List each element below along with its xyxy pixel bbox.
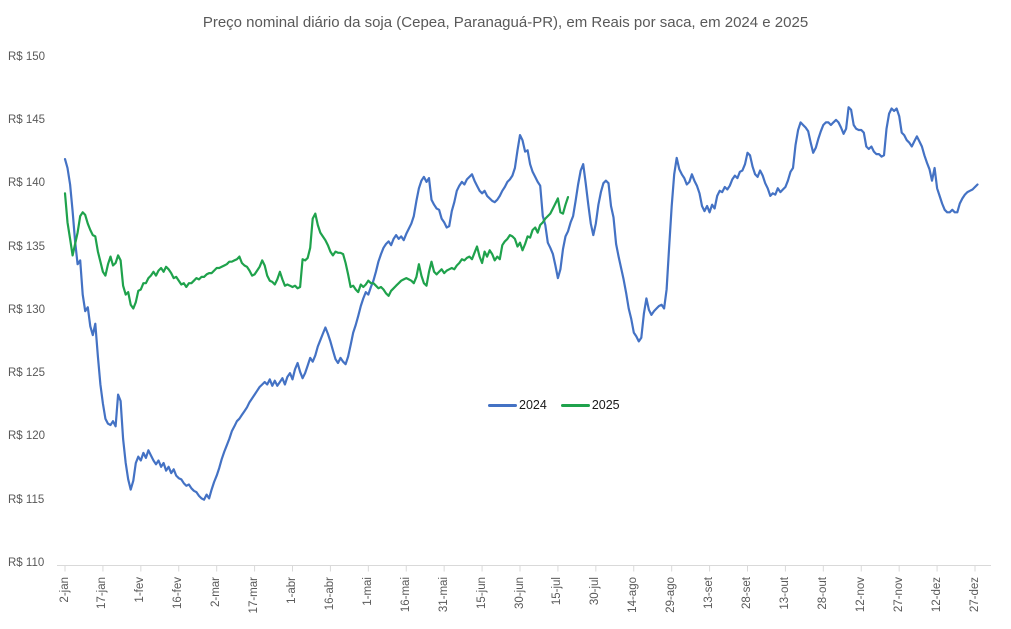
x-tick-label: 1-mai — [361, 577, 374, 606]
x-tick-label: 27-nov — [892, 577, 905, 613]
x-tick-label: 12-nov — [854, 577, 867, 613]
x-tick-label: 30-jul — [589, 577, 602, 606]
x-tick-label: 17-jan — [96, 577, 109, 609]
x-tick-label: 2-mar — [210, 577, 223, 608]
y-tick-label: R$ 130 — [8, 303, 46, 316]
y-tick-label: R$ 110 — [8, 557, 45, 569]
y-tick-label: R$ 135 — [8, 240, 46, 253]
y-tick-label: R$ 140 — [8, 177, 46, 190]
y-tick-label: R$ 145 — [8, 113, 46, 126]
x-tick-label: 12-dez — [930, 577, 943, 613]
x-tick-label: 15-jul — [551, 577, 564, 606]
legend-label-2025: 2025 — [591, 398, 620, 412]
series-2024-line — [63, 106, 979, 501]
x-tick-label: 1-fev — [134, 577, 147, 603]
x-tick-label: 1-abr — [286, 577, 298, 604]
x-tick-label: 13-set — [703, 577, 716, 609]
x-tick-label: 15-jun — [475, 577, 488, 609]
x-tick-label: 27-dez — [968, 577, 981, 613]
legend-label-2024: 2024 — [519, 398, 547, 412]
series-2025-line — [63, 192, 570, 310]
legend-line-swatch-2025 — [560, 403, 590, 407]
y-tick-label: R$ 125 — [8, 367, 46, 380]
legend-item-2024: 2024 — [488, 398, 547, 412]
chart-title: Preço nominal diário da soja (Cepea, Par… — [202, 14, 809, 31]
x-tick-label: 29-ago — [665, 577, 678, 613]
x-tick-label: 31-mai — [437, 577, 450, 613]
x-tick-label: 16-mai — [399, 577, 412, 613]
legend-item-2025: 2025 — [560, 398, 620, 412]
y-tick-label: R$ 115 — [8, 493, 45, 506]
x-tick-label: 13-out — [778, 577, 791, 610]
x-tick-label: 28-out — [816, 577, 829, 610]
y-tick-label: R$ 150 — [8, 50, 46, 63]
x-tick-label: 16-fev — [172, 577, 185, 609]
y-tick-label: R$ 120 — [8, 430, 46, 443]
x-tick-label: 14-ago — [627, 577, 640, 613]
x-tick-label: 17-mar — [248, 577, 261, 614]
legend: 2024 2025 — [488, 398, 620, 412]
x-tick-label: 28-set — [741, 577, 753, 609]
x-tick-label: 16-abr — [323, 577, 336, 611]
legend-line-swatch-2024 — [488, 403, 517, 407]
x-tick-label: 2-jan — [58, 577, 71, 603]
x-tick-label: 30-jun — [513, 577, 526, 609]
